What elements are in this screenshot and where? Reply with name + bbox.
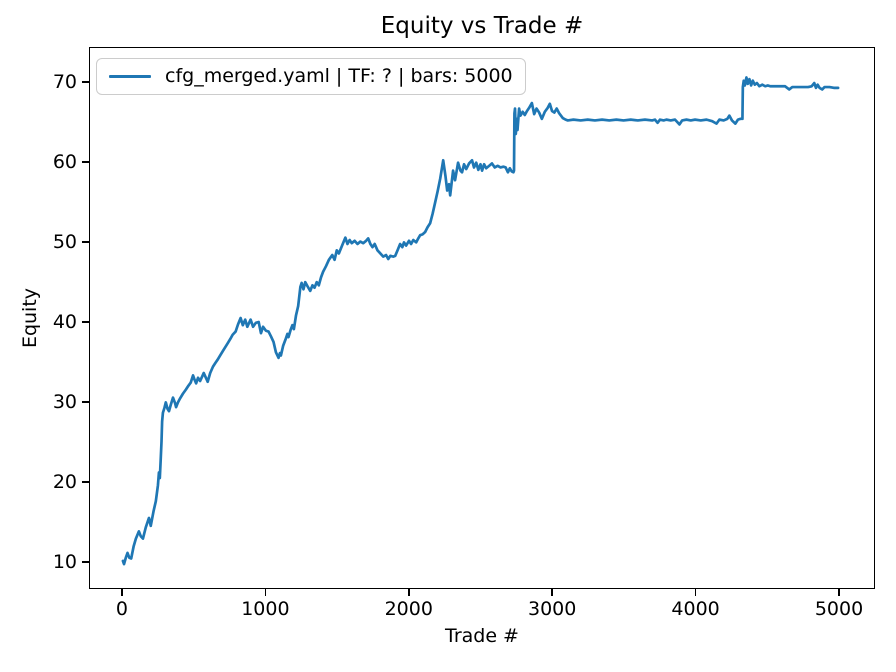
x-tick-label: 2000 <box>384 598 433 620</box>
x-tick-mark <box>694 589 697 596</box>
y-tick-label: 60 <box>52 151 77 174</box>
y-tick-mark <box>82 321 89 323</box>
x-tick-label: 5000 <box>814 598 864 620</box>
y-tick-label: 40 <box>52 310 77 333</box>
legend-line-sample <box>109 74 151 78</box>
legend: cfg_merged.yaml | TF: ? | bars: 5000 <box>96 58 526 95</box>
y-tick-label: 50 <box>52 231 77 254</box>
x-tick-label: 3000 <box>528 598 577 620</box>
legend-label: cfg_merged.yaml | TF: ? | bars: 5000 <box>165 65 513 87</box>
x-tick-label: 1000 <box>241 598 290 620</box>
x-tick-label: 0 <box>115 598 129 620</box>
y-tick-mark <box>82 481 89 483</box>
y-tick-mark <box>82 561 89 563</box>
x-tick-mark <box>838 589 840 596</box>
x-tick-mark <box>551 589 553 596</box>
y-tick-label: 30 <box>52 390 77 413</box>
y-tick-mark <box>82 81 89 83</box>
chart-title: Equity vs Trade # <box>380 13 584 39</box>
y-tick-label: 10 <box>52 550 77 573</box>
y-tick-label: 70 <box>52 71 77 94</box>
y-tick-mark <box>82 241 89 243</box>
x-tick-label: 4000 <box>671 598 720 620</box>
y-tick-mark <box>82 401 89 403</box>
x-tick-mark <box>264 589 267 596</box>
x-tick-mark <box>407 589 410 596</box>
equity-line <box>121 76 840 566</box>
x-tick-mark <box>121 589 123 596</box>
y-tick-label: 20 <box>52 470 77 493</box>
equity-curve-canvas <box>121 76 840 566</box>
y-tick-mark <box>82 161 89 163</box>
plot-area: cfg_merged.yaml | TF: ? | bars: 5000 <box>89 47 875 589</box>
x-axis-label: Trade # <box>445 625 519 647</box>
